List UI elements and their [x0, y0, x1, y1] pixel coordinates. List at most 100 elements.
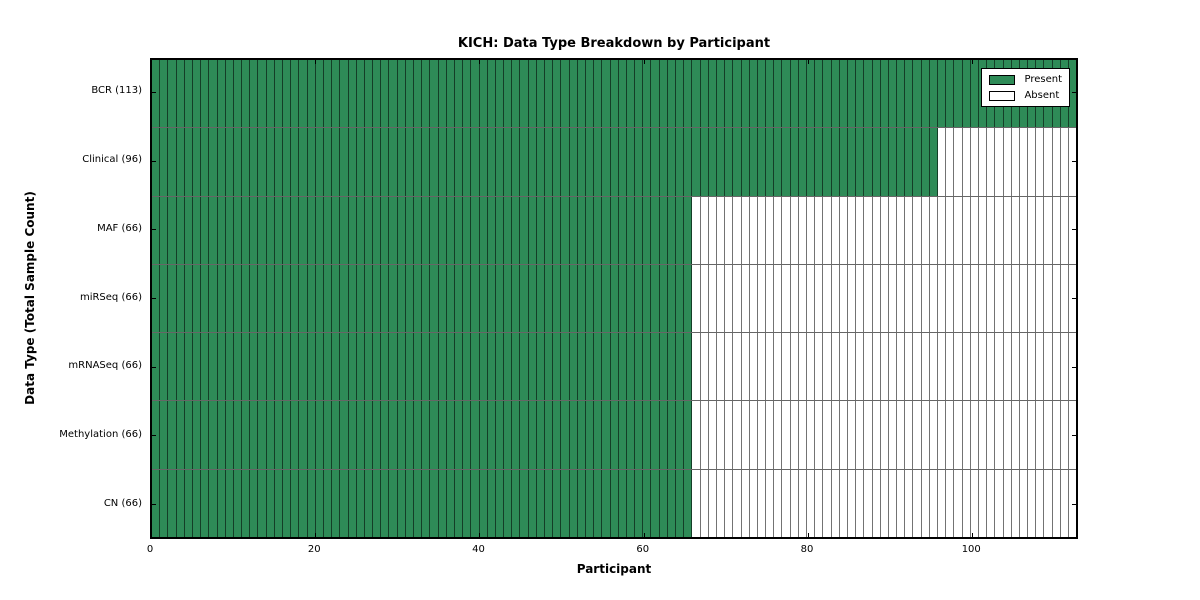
- heatmap-cell-present: [332, 401, 341, 469]
- heatmap-cell-present: [831, 60, 840, 128]
- heatmap-cell-present: [373, 264, 382, 333]
- heatmap-cell-present: [225, 196, 234, 264]
- heatmap-cell-present: [414, 469, 423, 537]
- heatmap-cell-present: [512, 264, 521, 333]
- heatmap-cell-absent: [700, 333, 709, 401]
- heatmap-cell-absent: [1036, 264, 1045, 333]
- heatmap-cell-present: [553, 196, 562, 264]
- heatmap-cell-present: [422, 60, 431, 128]
- heatmap-cell-absent: [921, 401, 930, 469]
- heatmap-cell-present: [242, 128, 251, 196]
- heatmap-cell-present: [487, 196, 496, 264]
- heatmap-cell-absent: [741, 264, 750, 333]
- heatmap-cell-absent: [1060, 333, 1069, 401]
- heatmap-cell-absent: [774, 196, 783, 264]
- heatmap-cell-absent: [757, 469, 767, 537]
- heatmap-cell-present: [323, 469, 333, 537]
- heatmap-cell-present: [561, 401, 570, 469]
- heatmap-cell-present: [946, 60, 955, 128]
- heatmap-cell-present: [291, 128, 300, 196]
- heatmap-cell-present: [315, 469, 324, 537]
- heatmap-cell-present: [897, 60, 906, 128]
- heatmap-cell-present: [348, 128, 357, 196]
- heatmap-cell-present: [201, 60, 210, 128]
- heatmap-row-MAF: [152, 196, 1077, 265]
- heatmap-cell-present: [610, 401, 619, 469]
- heatmap-cell-absent: [938, 128, 947, 196]
- heatmap-cell-present: [209, 196, 218, 264]
- heatmap-cell-present: [438, 401, 447, 469]
- heatmap-cell-present: [602, 264, 611, 333]
- heatmap-cell-present: [430, 196, 439, 264]
- heatmap-cell-absent: [872, 196, 881, 264]
- heatmap-cell-present: [905, 60, 914, 128]
- heatmap-cell-absent: [782, 469, 791, 537]
- heatmap-cell-present: [405, 469, 414, 537]
- heatmap-cell-absent: [970, 264, 979, 333]
- heatmap-cell-absent: [839, 401, 848, 469]
- heatmap-cell-present: [536, 401, 545, 469]
- heatmap-cell-absent: [798, 469, 807, 537]
- heatmap-cell-absent: [815, 469, 824, 537]
- heatmap-cell-present: [446, 264, 455, 333]
- y-tick-mark: [1072, 160, 1076, 162]
- heatmap-cell-absent: [741, 401, 750, 469]
- heatmap-cell-present: [594, 469, 603, 537]
- heatmap-cell-present: [536, 333, 545, 401]
- heatmap-cell-present: [602, 196, 611, 264]
- heatmap-cell-present: [160, 60, 169, 128]
- heatmap-cell-present: [504, 401, 513, 469]
- heatmap-cell-absent: [831, 469, 840, 537]
- heatmap-cell-present: [217, 196, 226, 264]
- heatmap-cell-absent: [815, 264, 824, 333]
- heatmap-cell-present: [684, 196, 693, 264]
- heatmap-cell-present: [585, 469, 595, 537]
- heatmap-cell-present: [676, 401, 685, 469]
- heatmap-cell-absent: [700, 469, 709, 537]
- heatmap-cell-absent: [856, 196, 865, 264]
- heatmap-cell-present: [823, 60, 832, 128]
- heatmap-cell-present: [340, 196, 349, 264]
- heatmap-cell-present: [250, 60, 259, 128]
- heatmap-cell-absent: [725, 469, 734, 537]
- heatmap-cell-present: [176, 60, 185, 128]
- heatmap-cell-present: [307, 60, 316, 128]
- heatmap-cell-present: [659, 469, 668, 537]
- heatmap-cell-present: [397, 196, 406, 264]
- heatmap-cell-absent: [946, 264, 955, 333]
- heatmap-cell-present: [446, 469, 455, 537]
- heatmap-cell-present: [676, 333, 685, 401]
- heatmap-cell-present: [536, 128, 545, 196]
- heatmap-cell-present: [684, 469, 693, 537]
- heatmap-cell-present: [176, 264, 185, 333]
- heatmap-cell-present: [872, 60, 881, 128]
- heatmap-cell-present: [348, 401, 357, 469]
- heatmap-cell-present: [766, 60, 775, 128]
- heatmap-cell-present: [553, 401, 562, 469]
- x-tick-label: 20: [307, 544, 321, 555]
- heatmap-cell-present: [651, 469, 660, 537]
- heatmap-cell-present: [307, 469, 316, 537]
- heatmap-cell-absent: [970, 469, 979, 537]
- heatmap-cell-absent: [1044, 128, 1053, 196]
- heatmap-cell-present: [373, 60, 382, 128]
- heatmap-cell-absent: [1044, 264, 1053, 333]
- heatmap-cell-present: [585, 401, 595, 469]
- heatmap-cell-present: [414, 60, 423, 128]
- heatmap-cell-present: [585, 264, 595, 333]
- heatmap-cell-present: [463, 196, 472, 264]
- heatmap-cell-absent: [725, 401, 734, 469]
- heatmap-cell-present: [192, 264, 202, 333]
- heatmap-cell-present: [495, 333, 505, 401]
- y-tick-label: MAF (66): [97, 222, 142, 234]
- heatmap-cell-absent: [938, 196, 947, 264]
- heatmap-cell-present: [405, 128, 414, 196]
- heatmap-grid: [152, 60, 1077, 537]
- heatmap-cell-absent: [987, 401, 996, 469]
- heatmap-cell-absent: [790, 196, 799, 264]
- heatmap-cell-absent: [692, 469, 701, 537]
- heatmap-cell-absent: [1044, 469, 1053, 537]
- heatmap-cell-absent: [782, 333, 791, 401]
- heatmap-cell-present: [242, 196, 251, 264]
- heatmap-cell-present: [471, 196, 480, 264]
